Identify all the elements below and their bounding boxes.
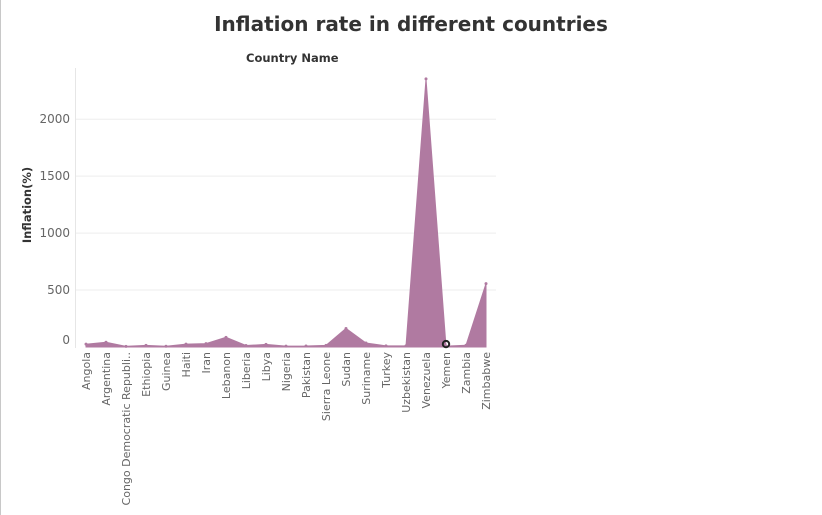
x-tick-label: Suriname	[360, 352, 373, 405]
data-point	[104, 340, 108, 344]
x-tick-label: Sudan	[340, 352, 353, 387]
x-tick-label: Guinea	[160, 352, 173, 391]
data-point	[464, 343, 468, 347]
y-tick-label: 1500	[39, 169, 70, 183]
data-point	[404, 344, 408, 348]
y-axis-label: Inflation(%)	[20, 167, 34, 243]
x-tick-label: Yemen	[440, 352, 453, 390]
data-point	[304, 344, 308, 348]
column-header: Country Name	[246, 51, 339, 65]
x-tick-label: Ethiopia	[140, 352, 153, 397]
data-point	[204, 342, 208, 346]
data-point	[224, 335, 228, 339]
data-point	[484, 282, 488, 286]
chart-title: Inflation rate in different countries	[214, 12, 608, 36]
selected-point-marker[interactable]	[441, 339, 451, 349]
data-point	[384, 344, 388, 348]
y-tick-label: 2000	[39, 112, 70, 126]
x-tick-label: Zambia	[460, 352, 473, 394]
y-tick-label: 500	[47, 283, 70, 297]
data-points	[84, 77, 488, 348]
x-tick-label: Iran	[200, 352, 213, 374]
data-point	[364, 341, 368, 345]
data-point	[244, 344, 248, 348]
x-tick-label: Lebanon	[220, 352, 233, 399]
x-tick-label: Congo Democratic Republi..	[120, 352, 133, 505]
x-tick-label: Venezuela	[420, 352, 433, 409]
data-point	[284, 344, 288, 348]
x-tick-label: Haiti	[180, 352, 193, 377]
x-tick-label: Pakistan	[300, 352, 313, 398]
data-point	[144, 343, 148, 347]
y-tick-label: 1000	[39, 226, 70, 240]
data-point	[264, 342, 268, 346]
x-tick-label: Nigeria	[280, 352, 293, 391]
y-axis-ticks: 0 500 1000 1500 2000	[39, 112, 70, 347]
data-point	[344, 326, 348, 330]
data-point	[324, 343, 328, 347]
x-tick-label: Liberia	[240, 352, 253, 389]
x-tick-label: Libya	[260, 352, 273, 381]
x-tick-label: Angola	[80, 352, 93, 390]
x-tick-label: Argentina	[100, 352, 113, 406]
left-border	[0, 0, 1, 515]
data-point	[164, 344, 168, 348]
data-point	[424, 77, 428, 81]
x-tick-label: Uzbekistan	[400, 352, 413, 413]
x-tick-label: Sierra Leone	[320, 352, 333, 421]
data-point	[84, 342, 88, 346]
data-point	[124, 344, 128, 348]
x-tick-label: Zimbabwe	[480, 352, 493, 410]
data-point	[184, 342, 188, 346]
y-tick-label: 0	[62, 333, 70, 347]
x-axis-ticks: Angola Argentina Congo Democratic Republi.…	[80, 352, 493, 506]
x-tick-label: Turkey	[380, 352, 393, 389]
